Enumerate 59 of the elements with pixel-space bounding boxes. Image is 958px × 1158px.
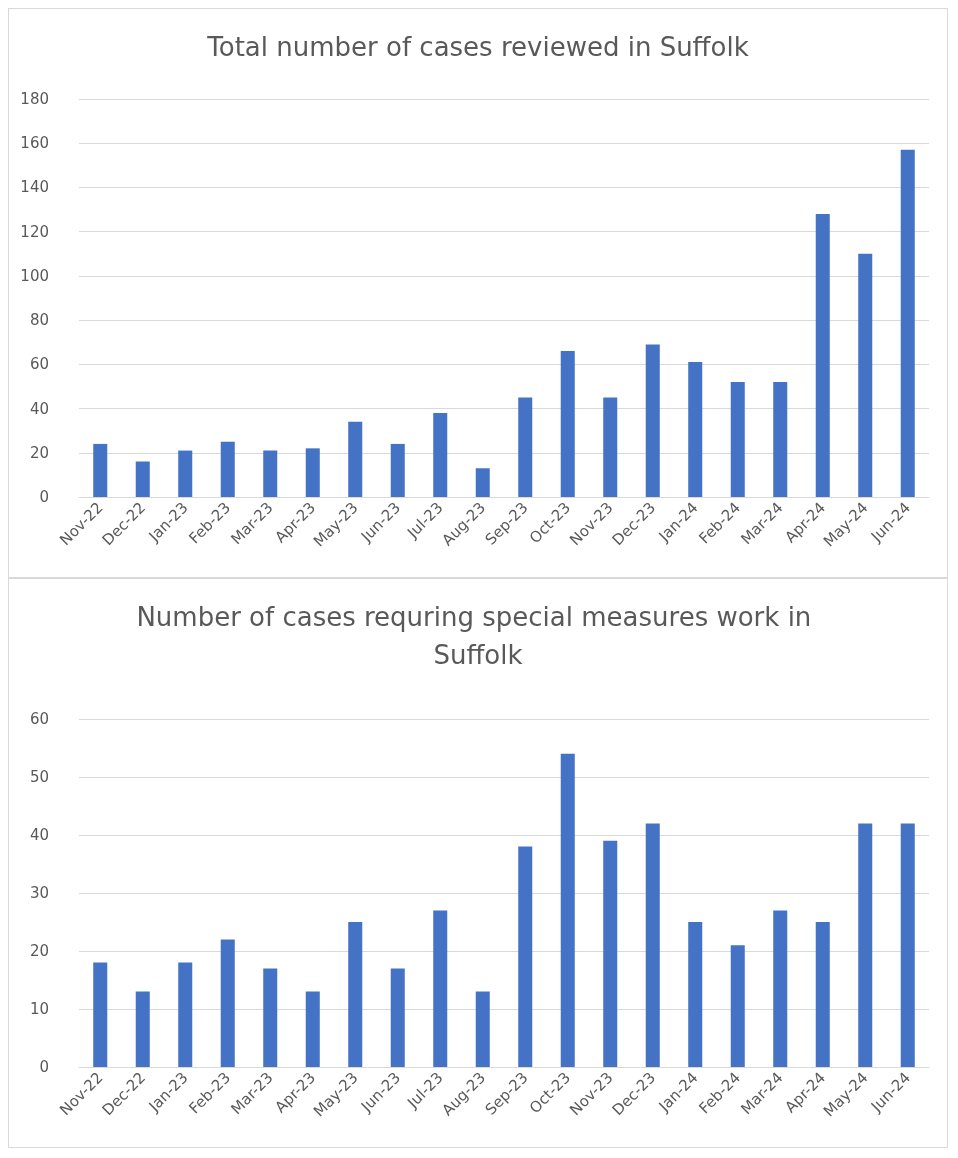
bar [263, 450, 278, 497]
bar [135, 991, 150, 1067]
bar [560, 753, 575, 1067]
bar [560, 351, 575, 497]
bar [220, 939, 235, 1067]
bar [305, 448, 320, 497]
bar [730, 382, 745, 497]
bar [603, 840, 618, 1067]
bar [93, 962, 108, 1067]
bar [730, 945, 745, 1067]
bar [900, 149, 915, 497]
y-tick-label: 120 [20, 222, 49, 241]
y-tick-label: 50 [29, 768, 49, 786]
bar [815, 922, 830, 1067]
bar [305, 991, 320, 1067]
bar [348, 421, 363, 497]
bar [688, 362, 703, 497]
y-tick-label: 80 [29, 311, 49, 330]
bar [688, 922, 703, 1067]
bar [263, 968, 278, 1067]
bar [220, 441, 235, 497]
y-tick-label: 160 [20, 134, 49, 153]
bar [93, 443, 108, 497]
y-tick-label: 40 [29, 399, 49, 418]
bar [475, 991, 490, 1067]
bar [518, 846, 533, 1067]
y-tick-label: 20 [29, 942, 49, 960]
y-tick-label: 20 [29, 443, 49, 462]
y-tick-label: 100 [20, 266, 49, 285]
y-tick-label: 30 [29, 884, 49, 902]
chart-title: Number of cases requring special measures work in Suffolk [136, 602, 820, 670]
bar [390, 968, 405, 1067]
bar [858, 823, 873, 1067]
y-tick-label: 140 [20, 178, 49, 197]
bar [390, 443, 405, 497]
bar [773, 382, 788, 497]
y-tick-label: 40 [29, 826, 49, 844]
bar [178, 962, 193, 1067]
bar [178, 450, 193, 497]
y-tick-label: 180 [20, 90, 49, 108]
bar [433, 910, 448, 1067]
y-tick-label: 60 [29, 710, 49, 728]
bar [603, 397, 618, 497]
bar [348, 922, 363, 1067]
bar [518, 397, 533, 497]
bar [900, 823, 915, 1067]
bar [645, 823, 660, 1067]
y-tick-label: 60 [29, 355, 49, 374]
bar [645, 344, 660, 497]
y-tick-label: 10 [29, 1000, 49, 1018]
y-tick-label: 0 [39, 1058, 49, 1076]
bar [433, 412, 448, 497]
bar [773, 910, 788, 1067]
bar [858, 253, 873, 497]
y-tick-label: 0 [39, 488, 49, 506]
chart-title: Total number of cases reviewed in Suffolk [206, 32, 749, 62]
bar [815, 213, 830, 497]
bar [135, 461, 150, 497]
bar [475, 468, 490, 497]
